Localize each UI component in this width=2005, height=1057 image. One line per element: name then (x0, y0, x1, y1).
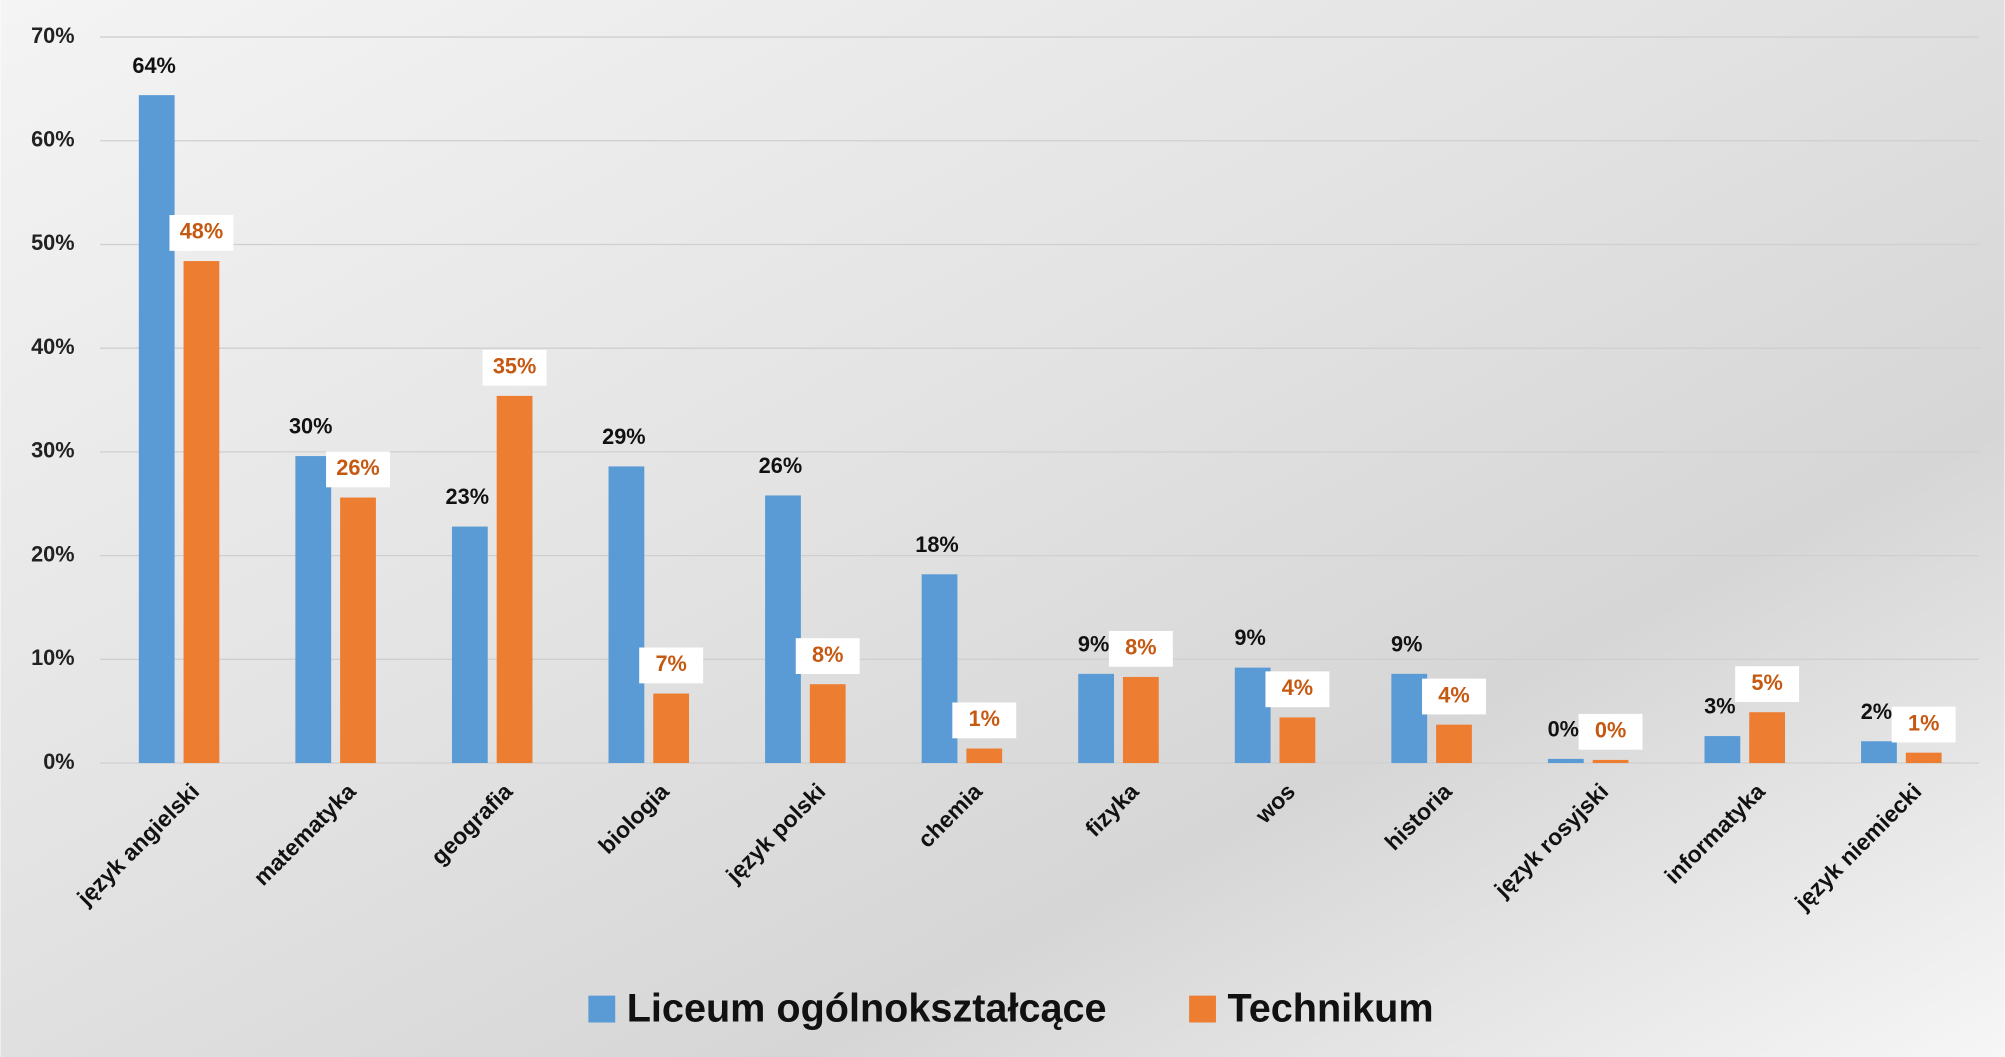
value-label: 48% (180, 219, 223, 244)
value-label: 0% (1548, 717, 1579, 742)
legend-label: Liceum ogólnokształcące (627, 986, 1107, 1030)
value-label: 1% (969, 706, 1000, 731)
bar (295, 456, 332, 764)
value-label: 30% (289, 414, 332, 439)
value-label-box (1265, 671, 1330, 708)
bar (608, 466, 645, 764)
value-label-box (1422, 678, 1486, 715)
bar (653, 693, 690, 764)
y-tick-label: 40% (31, 334, 74, 359)
y-tick-label: 0% (43, 749, 74, 774)
bar (138, 95, 175, 764)
value-label-box (1891, 706, 1956, 743)
value-label: 8% (812, 642, 843, 667)
bar (1861, 741, 1897, 764)
value-label: 0% (1595, 718, 1626, 743)
value-label: 35% (493, 354, 536, 379)
value-label: 9% (1234, 625, 1265, 650)
value-label: 26% (759, 453, 802, 478)
bar (340, 497, 376, 764)
bar (1078, 673, 1115, 764)
value-label: 4% (1438, 682, 1469, 707)
bar (1436, 724, 1472, 764)
bar (765, 495, 801, 764)
y-tick-label: 20% (31, 541, 74, 566)
value-label: 3% (1704, 694, 1735, 719)
bar (1547, 758, 1584, 764)
legend-swatch (1189, 995, 1216, 1023)
bar (966, 748, 1003, 764)
value-label: 7% (655, 651, 686, 676)
legend-label: Technikum (1227, 986, 1433, 1030)
bar (809, 684, 846, 764)
value-label: 64% (132, 53, 175, 78)
value-label-box (169, 215, 234, 251)
bar (183, 261, 220, 764)
legend-swatch (588, 995, 616, 1023)
bar (921, 574, 958, 764)
bar (1905, 752, 1942, 764)
y-tick-label: 30% (31, 438, 74, 463)
bar (1704, 736, 1741, 764)
value-label: 8% (1125, 635, 1156, 660)
value-label: 4% (1282, 675, 1313, 700)
value-label: 26% (336, 455, 379, 480)
value-label: 1% (1908, 710, 1939, 735)
value-label-box (482, 349, 547, 386)
y-tick-label: 70% (31, 23, 74, 48)
value-label: 29% (602, 424, 645, 449)
bar (1234, 667, 1271, 764)
value-label: 23% (446, 484, 489, 509)
value-label-box (1735, 666, 1800, 702)
bar (496, 395, 533, 764)
bar (1391, 673, 1428, 764)
value-label: 5% (1751, 670, 1782, 695)
value-label-box (1108, 630, 1173, 667)
value-label: 9% (1391, 631, 1422, 656)
y-tick-label: 50% (31, 230, 74, 255)
bar (1749, 712, 1786, 764)
value-label-box (952, 702, 1017, 739)
value-label: 9% (1078, 631, 1109, 656)
value-label-box (326, 451, 390, 488)
y-tick-label: 60% (31, 127, 74, 152)
bar (1122, 676, 1159, 764)
bar (451, 526, 488, 764)
value-label-box (639, 647, 704, 684)
bar (1592, 759, 1629, 764)
value-label-box (795, 638, 860, 674)
bar (1279, 717, 1316, 764)
value-label: 18% (915, 532, 958, 557)
value-label-box (1578, 713, 1643, 750)
y-tick-label: 10% (31, 645, 74, 670)
value-label: 2% (1861, 699, 1892, 724)
